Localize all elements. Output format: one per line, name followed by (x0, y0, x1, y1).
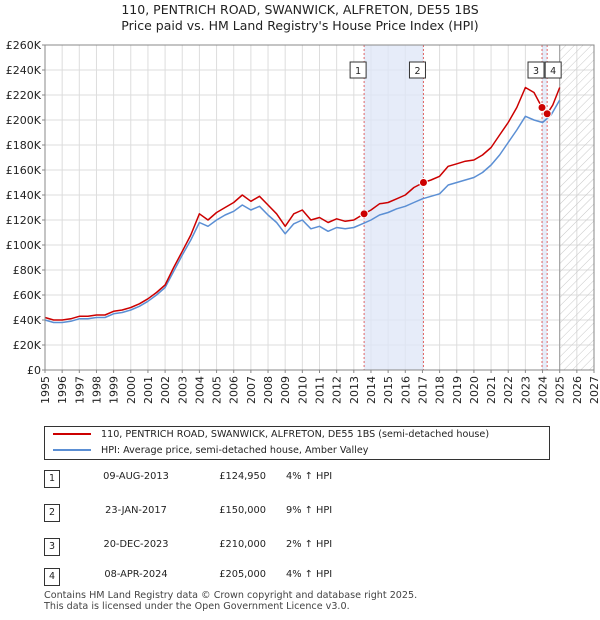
highlight-band-recent (542, 45, 548, 370)
x-tick-label: 2026 (571, 376, 584, 404)
sale-label-box (544, 61, 562, 79)
x-tick-label: 2002 (159, 376, 172, 404)
sale-date: 20-DEC-2023 (103, 539, 169, 550)
sale-label-box (349, 61, 367, 79)
x-tick-label: 2017 (416, 376, 429, 404)
sale-label: 2 (414, 66, 420, 77)
x-tick-label: 2008 (262, 376, 275, 404)
legend-swatch-hpi (53, 449, 91, 451)
x-tick-label: 2012 (331, 376, 344, 404)
y-tick-label: £60K (13, 289, 42, 302)
sale-number-badge: 4 (44, 568, 60, 586)
sale-row: 2 23-JAN-2017 £150,000 9% ↑ HPI (44, 504, 564, 522)
x-tick-label: 2024 (537, 376, 550, 404)
x-tick-label: 1999 (108, 376, 121, 404)
x-tick-label: 1998 (90, 376, 103, 404)
x-tick-label: 2016 (399, 376, 412, 404)
series-line-property (44, 86, 561, 321)
sale-row: 1 09-AUG-2013 £124,950 4% ↑ HPI (44, 470, 564, 488)
y-tick-label: £240K (6, 64, 42, 77)
legend-swatch-property (53, 433, 91, 435)
x-tick-label: 2000 (125, 376, 138, 404)
y-tick-label: £120K (6, 214, 42, 227)
legend-entry-property: 110, PENTRICH ROAD, SWANWICK, ALFRETON, … (53, 427, 489, 443)
sale-number-badge: 2 (44, 504, 60, 522)
x-tick-label: 2022 (502, 376, 515, 404)
sale-price: £124,950 (219, 471, 266, 482)
sale-hpi-change: 4% ↑ HPI (286, 569, 333, 580)
x-tick-label: 2004 (193, 376, 206, 404)
sale-hpi-change: 2% ↑ HPI (286, 539, 333, 550)
x-tick-label: 2015 (382, 376, 395, 404)
sale-row: 4 08-APR-2024 £205,000 4% ↑ HPI (44, 568, 564, 586)
legend-label-property: 110, PENTRICH ROAD, SWANWICK, ALFRETON, … (101, 429, 490, 440)
legend-label-hpi: HPI: Average price, semi-detached house,… (101, 445, 369, 456)
footer-copyright: Contains HM Land Registry data © Crown c… (44, 590, 418, 601)
sale-label-box (527, 61, 545, 79)
x-tick-label: 2003 (176, 376, 189, 404)
x-tick-label: 2023 (519, 376, 532, 404)
sale-row: 3 20-DEC-2023 £210,000 2% ↑ HPI (44, 538, 564, 556)
x-tick-label: 2010 (296, 376, 309, 404)
y-tick-label: £20K (13, 339, 42, 352)
x-tick-label: 2007 (245, 376, 258, 404)
x-tick-label: 2006 (228, 376, 241, 404)
sale-point (359, 209, 369, 219)
chart-subtitle: Price paid vs. HM Land Registry's House … (121, 18, 479, 33)
sale-number-badge: 3 (44, 538, 60, 556)
sale-hpi-change: 4% ↑ HPI (286, 471, 333, 482)
sale-label-box (408, 61, 426, 79)
y-tick-label: £200K (6, 114, 42, 127)
footer-credits: Contains HM Land Registry data © Crown c… (44, 590, 417, 612)
x-tick-label: 1995 (39, 376, 52, 404)
footer-licence: This data is licensed under the Open Gov… (44, 601, 350, 612)
x-tick-label: 2005 (211, 376, 224, 404)
y-tick-label: £260K (6, 39, 42, 52)
y-tick-label: £40K (13, 314, 42, 327)
x-tick-label: 2025 (554, 376, 567, 404)
x-tick-label: 2018 (434, 376, 447, 404)
legend-entry-hpi: HPI: Average price, semi-detached house,… (53, 443, 368, 459)
sale-price: £205,000 (219, 569, 266, 580)
x-tick-label: 2014 (365, 376, 378, 404)
chart-title: 110, PENTRICH ROAD, SWANWICK, ALFRETON, … (121, 2, 479, 17)
y-tick-label: £160K (6, 164, 42, 177)
future-hatch (559, 45, 594, 370)
sale-date: 23-JAN-2017 (105, 505, 167, 516)
highlight-band (364, 45, 424, 370)
x-tick-label: 2019 (451, 376, 464, 404)
sale-price: £210,000 (219, 539, 266, 550)
sale-date: 08-APR-2024 (104, 569, 168, 580)
x-tick-label: 1996 (56, 376, 69, 404)
sale-price: £150,000 (219, 505, 266, 516)
sale-point (542, 109, 552, 119)
sale-hpi-change: 9% ↑ HPI (286, 505, 333, 516)
y-tick-label: £100K (6, 239, 42, 252)
y-tick-label: £80K (13, 264, 42, 277)
sale-label: 3 (533, 66, 539, 77)
x-tick-label: 2009 (279, 376, 292, 404)
series-line-hpi (44, 99, 561, 324)
x-tick-label: 2011 (314, 376, 327, 404)
chart-legend: 110, PENTRICH ROAD, SWANWICK, ALFRETON, … (44, 426, 550, 460)
y-tick-label: £140K (6, 189, 42, 202)
y-tick-label: £0 (27, 364, 41, 377)
x-tick-label: 2027 (588, 376, 600, 404)
y-tick-label: £220K (6, 89, 42, 102)
y-tick-label: £180K (6, 139, 42, 152)
x-tick-label: 2013 (348, 376, 361, 404)
sale-date: 09-AUG-2013 (103, 471, 169, 482)
x-tick-label: 1997 (73, 376, 86, 404)
sale-label: 4 (550, 66, 556, 77)
x-tick-label: 2001 (142, 376, 155, 404)
chart-title-block: 110, PENTRICH ROAD, SWANWICK, ALFRETON, … (0, 2, 600, 34)
sale-number-badge: 1 (44, 470, 60, 488)
sale-point (418, 178, 428, 187)
sale-label: 1 (355, 66, 361, 77)
x-tick-label: 2021 (485, 376, 498, 404)
x-tick-label: 2020 (468, 376, 481, 404)
sale-point (537, 103, 547, 112)
